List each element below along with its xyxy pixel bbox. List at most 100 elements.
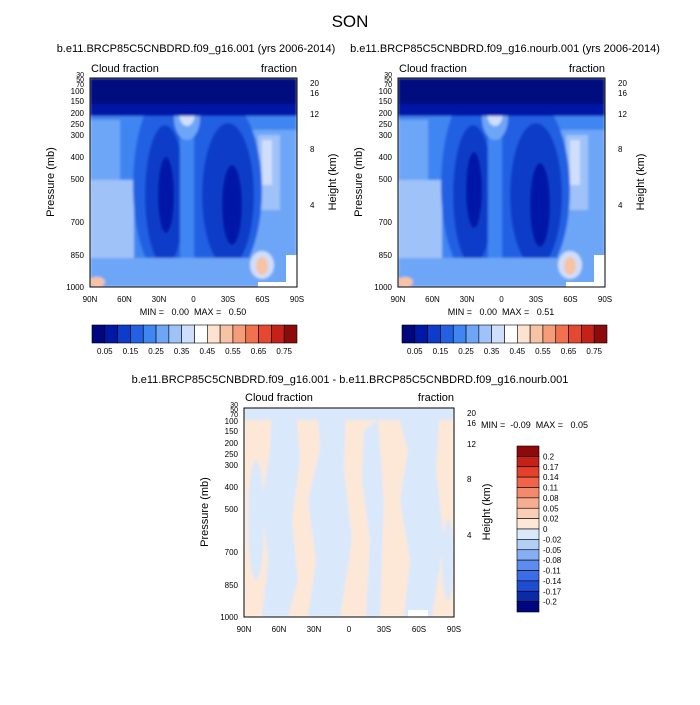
y-tick-label: 1000 [220, 613, 238, 622]
y-tick-label: 100 [379, 87, 393, 96]
y-tick-label: 300 [71, 131, 85, 140]
colorbar-diff-swatch [516, 456, 540, 468]
colorbar-diff-swatch [516, 580, 540, 592]
panel-2-x-ticks: 90N 60N 30N 0 30S 60S 90S [391, 295, 612, 304]
colorbar-2-label: 0.25 [458, 347, 474, 356]
panel-2-ylabel: Pressure (mb) [353, 147, 365, 217]
panel-1-x-ticks: 90N 60N 30N 0 30S 60S 90S [83, 295, 304, 304]
y2-tick-label: 4 [310, 201, 315, 210]
colorbar-2-swatch [504, 324, 518, 344]
colorbar-1-swatch [130, 324, 144, 344]
panel-1-frame [89, 77, 298, 288]
panel-3-x-ticks: 90N 60N 30N 0 30S 60S 90S [237, 625, 461, 634]
x-tick-label: 60S [563, 295, 577, 304]
panel-1-heatmap [90, 78, 297, 287]
panel-1-y2-ticks: 4 8 12 16 20 [310, 79, 319, 210]
x-tick-label: 60S [412, 625, 426, 634]
colorbar-1-swatch [207, 324, 221, 344]
panel-1: b.e11.BRCP85C5CNBDRD.f09_g16.001 (yrs 20… [45, 43, 339, 317]
colorbar-2-swatch [568, 324, 582, 344]
panel-2-right-label: fraction [569, 63, 605, 75]
y2-tick-label: 16 [310, 89, 319, 98]
y-tick-label: 850 [225, 581, 239, 590]
colorbar-diff-label: -0.14 [543, 577, 562, 586]
colorbar-1-label: 0.65 [251, 347, 267, 356]
colorbar-2-label: 0.75 [586, 347, 602, 356]
x-tick-label: 60N [425, 295, 440, 304]
colorbar-2-label: 0.15 [433, 347, 449, 356]
y2-tick-label: 12 [467, 440, 476, 449]
y-tick-label: 150 [225, 427, 239, 436]
x-tick-label: 30N [460, 295, 475, 304]
panel-2-y-ticks: 1000 850 700 500 400 300 250 200 150 100… [374, 72, 392, 292]
colorbar-2-swatch [478, 324, 492, 344]
colorbar-diff-label: 0.17 [543, 463, 559, 472]
y-tick-label: 150 [71, 97, 85, 106]
panel-2-y2-ticks: 4 8 12 16 20 [618, 79, 627, 210]
panel-1-y-ticks: 1000 850 700 500 400 300 250 200 150 100… [66, 72, 84, 292]
colorbar-1-swatch [104, 324, 118, 344]
y-tick-label: 50 [76, 77, 84, 84]
x-tick-label: 90S [290, 295, 304, 304]
panel-3-y2-ticks: 4 8 12 16 20 [467, 409, 476, 540]
y-tick-label: 100 [225, 417, 239, 426]
y2-tick-label: 16 [618, 89, 627, 98]
colorbar-1-swatch [283, 324, 298, 344]
panel-3-stats: MIN = -0.09 MAX = 0.05 [481, 420, 588, 430]
colorbar-diff-label: 0 [543, 525, 548, 534]
colorbar-1-swatch [245, 324, 259, 344]
y-tick-label: 250 [71, 120, 85, 129]
panel-1-stats: MIN = 0.00 MAX = 0.50 [140, 307, 247, 317]
panel-1-y2label: Height (km) [327, 154, 339, 211]
panel-2-y2label: Height (km) [635, 154, 647, 211]
y-tick-label: 400 [71, 153, 85, 162]
colorbar-2-label: 0.35 [484, 347, 500, 356]
colorbar-1-label: 0.75 [276, 347, 292, 356]
colorbar-diff-swatch [516, 507, 540, 519]
y-tick-label: 200 [71, 109, 85, 118]
colorbar-diff-label: 0.2 [543, 452, 555, 461]
colorbar-diff-swatch [516, 590, 540, 602]
panel-2-left-label: Cloud fraction [399, 63, 467, 75]
panel-3-left-label: Cloud fraction [245, 392, 313, 404]
y-tick-label: 70 [230, 412, 238, 419]
y2-tick-label: 4 [467, 531, 472, 540]
y2-tick-label: 8 [467, 475, 472, 484]
x-tick-label: 90S [598, 295, 612, 304]
colorbar-1-swatch [194, 324, 208, 344]
x-tick-label: 0 [499, 295, 504, 304]
colorbar-1-swatch [232, 324, 247, 344]
colorbar-2-swatch [529, 324, 544, 344]
colorbar-diff-swatch [516, 466, 540, 478]
y-tick-label: 50 [384, 77, 392, 84]
x-tick-label: 60N [117, 295, 132, 304]
colorbar-1-swatch [271, 324, 285, 344]
panel-3-right-label: fraction [418, 392, 454, 404]
colorbar-2-swatch [452, 324, 467, 344]
panel-3-frame [243, 407, 455, 618]
colorbar-diff-label: 0.14 [543, 473, 559, 482]
colorbar-1-swatch [168, 324, 182, 344]
y-tick-label: 50 [230, 407, 238, 414]
y2-tick-label: 20 [467, 409, 476, 418]
y-tick-label: 500 [225, 505, 239, 514]
y-tick-label: 500 [71, 175, 85, 184]
colorbar-1-swatch [219, 324, 234, 344]
colorbar-diff-label: 0.02 [543, 515, 559, 524]
y-tick-label: 150 [379, 97, 393, 106]
colorbar-diff-swatch [516, 497, 540, 509]
colorbar-1-swatch [181, 324, 195, 344]
colorbar-2-swatch [517, 324, 531, 344]
y2-tick-label: 12 [310, 110, 319, 119]
panel-1-left-label: Cloud fraction [91, 63, 159, 75]
panel-2-stats: MIN = 0.00 MAX = 0.51 [448, 307, 555, 317]
y2-tick-label: 8 [310, 145, 315, 154]
x-tick-label: 30N [152, 295, 167, 304]
colorbar-1-swatch [142, 324, 157, 344]
colorbar-2-swatch [427, 324, 441, 344]
panel-2: b.e11.BRCP85C5CNBDRD.f09_g16.nourb.001 (… [350, 43, 660, 317]
y-tick-label: 400 [379, 153, 393, 162]
colorbar-diff-label: -0.02 [543, 535, 562, 544]
x-tick-label: 90S [447, 625, 461, 634]
colorbar-diff-label: 0.11 [543, 484, 559, 493]
